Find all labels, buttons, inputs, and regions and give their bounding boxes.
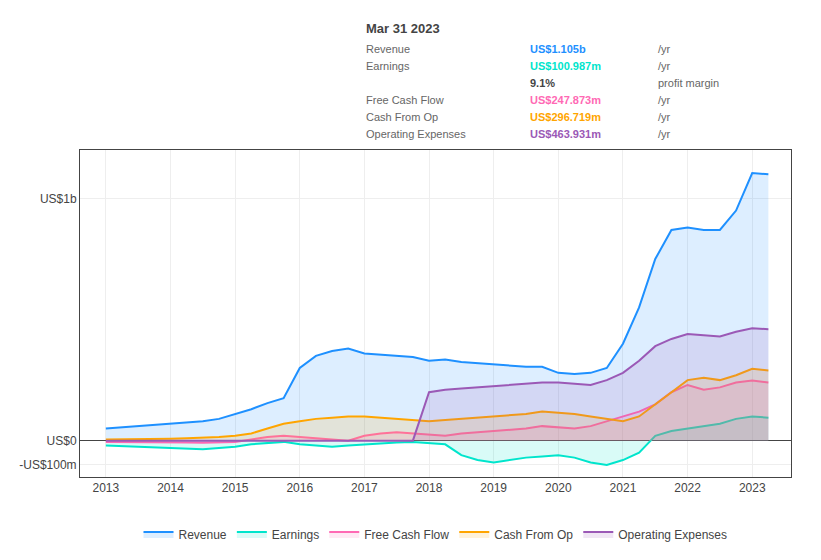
svg-text:2023: 2023: [739, 481, 766, 495]
svg-text:2015: 2015: [222, 481, 249, 495]
svg-text:US$100.987m: US$100.987m: [530, 60, 601, 72]
svg-text:US$463.931m: US$463.931m: [530, 128, 601, 140]
svg-text:/yr: /yr: [658, 94, 671, 106]
svg-text:2019: 2019: [480, 481, 507, 495]
svg-text:Cash From Op: Cash From Op: [366, 111, 438, 123]
svg-text:2020: 2020: [545, 481, 572, 495]
svg-text:Revenue: Revenue: [366, 43, 410, 55]
svg-text:2018: 2018: [416, 481, 443, 495]
svg-text:/yr: /yr: [658, 43, 671, 55]
svg-text:/yr: /yr: [658, 60, 671, 72]
svg-text:2013: 2013: [92, 481, 119, 495]
svg-text:Operating Expenses: Operating Expenses: [618, 528, 727, 542]
svg-text:2014: 2014: [157, 481, 184, 495]
svg-text:2021: 2021: [610, 481, 637, 495]
svg-text:US$1.105b: US$1.105b: [530, 43, 586, 55]
svg-text:2016: 2016: [286, 481, 313, 495]
svg-text:9.1%: 9.1%: [530, 77, 555, 89]
svg-text:/yr: /yr: [658, 128, 671, 140]
svg-text:/yr: /yr: [658, 111, 671, 123]
svg-text:2017: 2017: [351, 481, 378, 495]
svg-text:US$1b: US$1b: [40, 192, 77, 206]
svg-text:Revenue: Revenue: [179, 528, 227, 542]
svg-text:Mar 31 2023: Mar 31 2023: [366, 21, 440, 36]
svg-text:profit margin: profit margin: [658, 77, 719, 89]
svg-text:US$0: US$0: [47, 434, 77, 448]
svg-text:Free Cash Flow: Free Cash Flow: [364, 528, 449, 542]
svg-text:Earnings: Earnings: [366, 60, 410, 72]
svg-text:-US$100m: -US$100m: [19, 458, 76, 472]
svg-text:Cash From Op: Cash From Op: [494, 528, 573, 542]
svg-text:Operating Expenses: Operating Expenses: [366, 128, 466, 140]
svg-text:2022: 2022: [674, 481, 701, 495]
svg-text:Earnings: Earnings: [272, 528, 319, 542]
svg-text:US$247.873m: US$247.873m: [530, 94, 601, 106]
svg-text:US$296.719m: US$296.719m: [530, 111, 601, 123]
svg-text:Free Cash Flow: Free Cash Flow: [366, 94, 444, 106]
